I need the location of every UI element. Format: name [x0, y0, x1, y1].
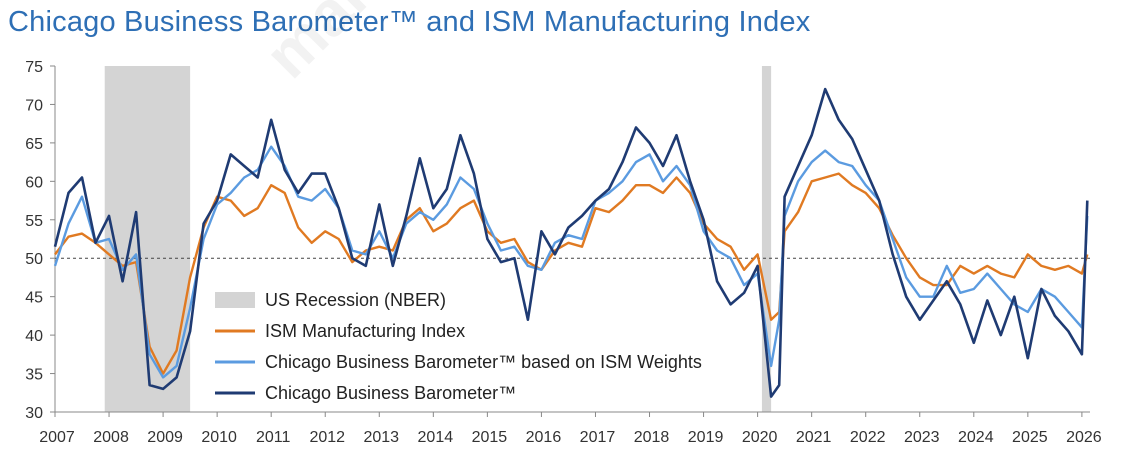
y-tick-label: 30 — [25, 405, 43, 422]
x-tick-label: 2014 — [418, 429, 454, 446]
legend-label: US Recession (NBER) — [265, 290, 446, 310]
x-tick-label: 2023 — [904, 429, 940, 446]
x-tick-label: 2024 — [958, 429, 994, 446]
y-tick-label: 70 — [25, 97, 43, 114]
x-tick-label: 2007 — [39, 429, 75, 446]
x-tick-label: 2008 — [93, 429, 129, 446]
x-tick-label: 2020 — [742, 429, 778, 446]
legend-label: Chicago Business Barometer™ — [265, 383, 516, 403]
x-tick-label: 2025 — [1012, 429, 1048, 446]
axes: 30 35 40 45 50 55 60 65 70 75 2007 2008 2009 2010 2011… — [25, 59, 1102, 446]
x-tick-label: 2013 — [363, 429, 399, 446]
legend-label: ISM Manufacturing Index — [265, 321, 465, 341]
y-tick-label: 75 — [25, 59, 43, 76]
recession-bands — [104, 66, 772, 412]
x-tick-label: 2019 — [688, 429, 724, 446]
x-tick-label: 2018 — [634, 429, 670, 446]
series-line-1 — [54, 172, 1089, 375]
x-tick-label: 2015 — [472, 429, 508, 446]
recession-band-2 — [761, 66, 772, 412]
x-tick-label: 2026 — [1066, 429, 1102, 446]
y-tick-label: 45 — [25, 290, 43, 307]
x-tick-label: 2016 — [526, 429, 562, 446]
series-line-3 — [53, 87, 1089, 398]
y-tick-label: 40 — [25, 328, 43, 345]
y-tick-label: 60 — [25, 174, 43, 191]
series-lines — [53, 87, 1089, 398]
legend-label: Chicago Business Barometer™ based on ISM… — [265, 352, 702, 372]
legend: US Recession (NBER) ISM Manufacturing Ind… — [215, 290, 702, 403]
legend-swatch-recession — [215, 292, 255, 308]
x-tick-label: 2009 — [147, 429, 183, 446]
x-tick-label: 2022 — [850, 429, 886, 446]
x-tick-label: 2010 — [201, 429, 237, 446]
chart-title: Chicago Business Barometer™ and ISM Manu… — [8, 6, 811, 38]
x-tick-label: 2011 — [256, 429, 291, 446]
y-tick-label: 35 — [25, 367, 43, 384]
y-tick-label: 55 — [25, 213, 43, 230]
x-tick-label: 2012 — [309, 429, 345, 446]
y-tick-label: 50 — [25, 251, 43, 268]
x-tick-label: 2021 — [796, 429, 832, 446]
y-tick-label: 65 — [25, 136, 43, 153]
series-line-2 — [53, 145, 1089, 379]
x-tick-label: 2017 — [580, 429, 616, 446]
